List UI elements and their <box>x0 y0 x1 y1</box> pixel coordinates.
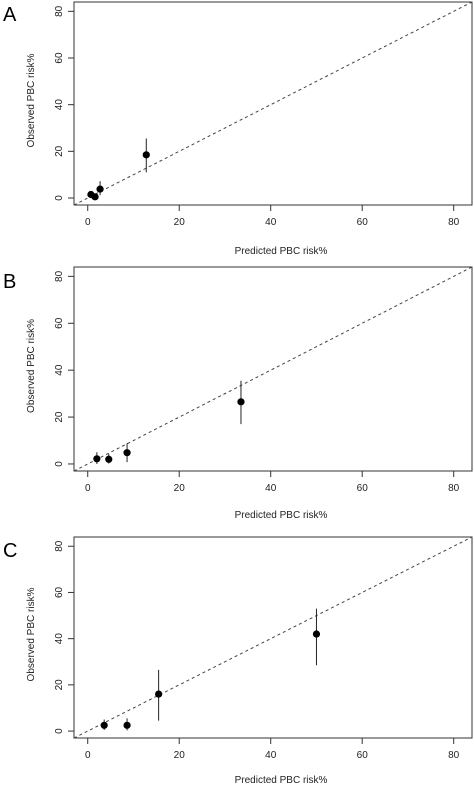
x-axis-label: Predicted PBC risk% <box>235 775 328 786</box>
data-point <box>105 455 113 463</box>
data-point <box>91 193 99 201</box>
y-tick-label: 20 <box>54 679 65 691</box>
data-point <box>237 398 245 406</box>
y-axis-label: Observed PBC risk% <box>26 587 37 681</box>
reference-line <box>73 1 473 206</box>
y-axis-label: Observed PBC risk% <box>26 319 37 413</box>
x-tick-label: 20 <box>174 217 186 228</box>
y-tick-label: 60 <box>54 586 65 598</box>
x-tick-label: 80 <box>448 217 460 228</box>
calibration-panel-a: A 0 20 40 60 80 0 20 40 60 80 Predicted PBC risk% O… <box>0 0 474 264</box>
data-point <box>155 690 163 698</box>
calibration-plot: 0 20 40 60 80 0 20 40 60 80 Predicted PBC risk% Obs… <box>26 1 473 257</box>
y-tick-label: 20 <box>54 411 65 423</box>
y-tick-label: 40 <box>54 364 65 376</box>
y-tick-label: 0 <box>54 195 65 201</box>
x-tick-label: 60 <box>357 483 369 494</box>
x-tick-label: 20 <box>174 483 186 494</box>
x-tick-label: 60 <box>357 217 369 228</box>
y-tick-label: 80 <box>54 270 65 282</box>
y-axis-label: Observed PBC risk% <box>26 53 37 147</box>
y-tick-label: 0 <box>54 728 65 734</box>
x-tick-label: 60 <box>357 750 369 761</box>
y-tick-label: 40 <box>54 99 65 111</box>
plot-frame <box>73 1 473 206</box>
x-tick-label: 0 <box>85 483 91 494</box>
y-tick-label: 80 <box>54 540 65 552</box>
x-tick-label: 0 <box>85 217 91 228</box>
x-tick-label: 40 <box>265 217 277 228</box>
panel-label: A <box>3 4 17 26</box>
data-point <box>312 630 321 638</box>
calibration-plot: 0 20 40 60 80 0 20 40 60 80 Predicted PBC risk% Obs… <box>26 536 473 786</box>
x-axis-label: Predicted PBC risk% <box>235 510 328 521</box>
plot-frame <box>73 536 473 739</box>
data-point <box>93 455 101 463</box>
calibration-panel-b: B 0 20 40 60 80 0 20 40 60 80 Predicted PBC risk% O… <box>0 264 474 532</box>
y-tick-label: 60 <box>54 52 65 64</box>
y-tick-label: 80 <box>54 5 65 17</box>
x-tick-label: 20 <box>174 750 186 761</box>
plot-frame <box>73 266 473 472</box>
x-tick-label: 80 <box>448 483 460 494</box>
data-point <box>100 721 108 729</box>
reference-line <box>73 536 473 739</box>
x-tick-label: 80 <box>448 750 460 761</box>
y-tick-label: 40 <box>54 633 65 645</box>
x-tick-label: 0 <box>85 750 91 761</box>
y-tick-label: 0 <box>54 461 65 467</box>
calibration-plot: 0 20 40 60 80 0 20 40 60 80 Predicted PBC risk% Obs… <box>26 266 473 521</box>
x-axis-label: Predicted PBC risk% <box>235 246 328 257</box>
y-tick-label: 60 <box>54 317 65 329</box>
x-tick-label: 40 <box>265 750 277 761</box>
data-point <box>96 185 104 193</box>
data-point <box>142 151 150 159</box>
panel-label: B <box>3 271 17 293</box>
x-tick-label: 40 <box>265 483 277 494</box>
reference-line <box>73 266 473 472</box>
data-point <box>123 721 131 729</box>
calibration-panel-c: C 0 20 40 60 80 0 20 40 60 80 Predicted PBC risk% O… <box>0 532 474 794</box>
panel-label: C <box>3 540 18 562</box>
data-point <box>123 449 131 457</box>
y-tick-label: 20 <box>54 145 65 157</box>
